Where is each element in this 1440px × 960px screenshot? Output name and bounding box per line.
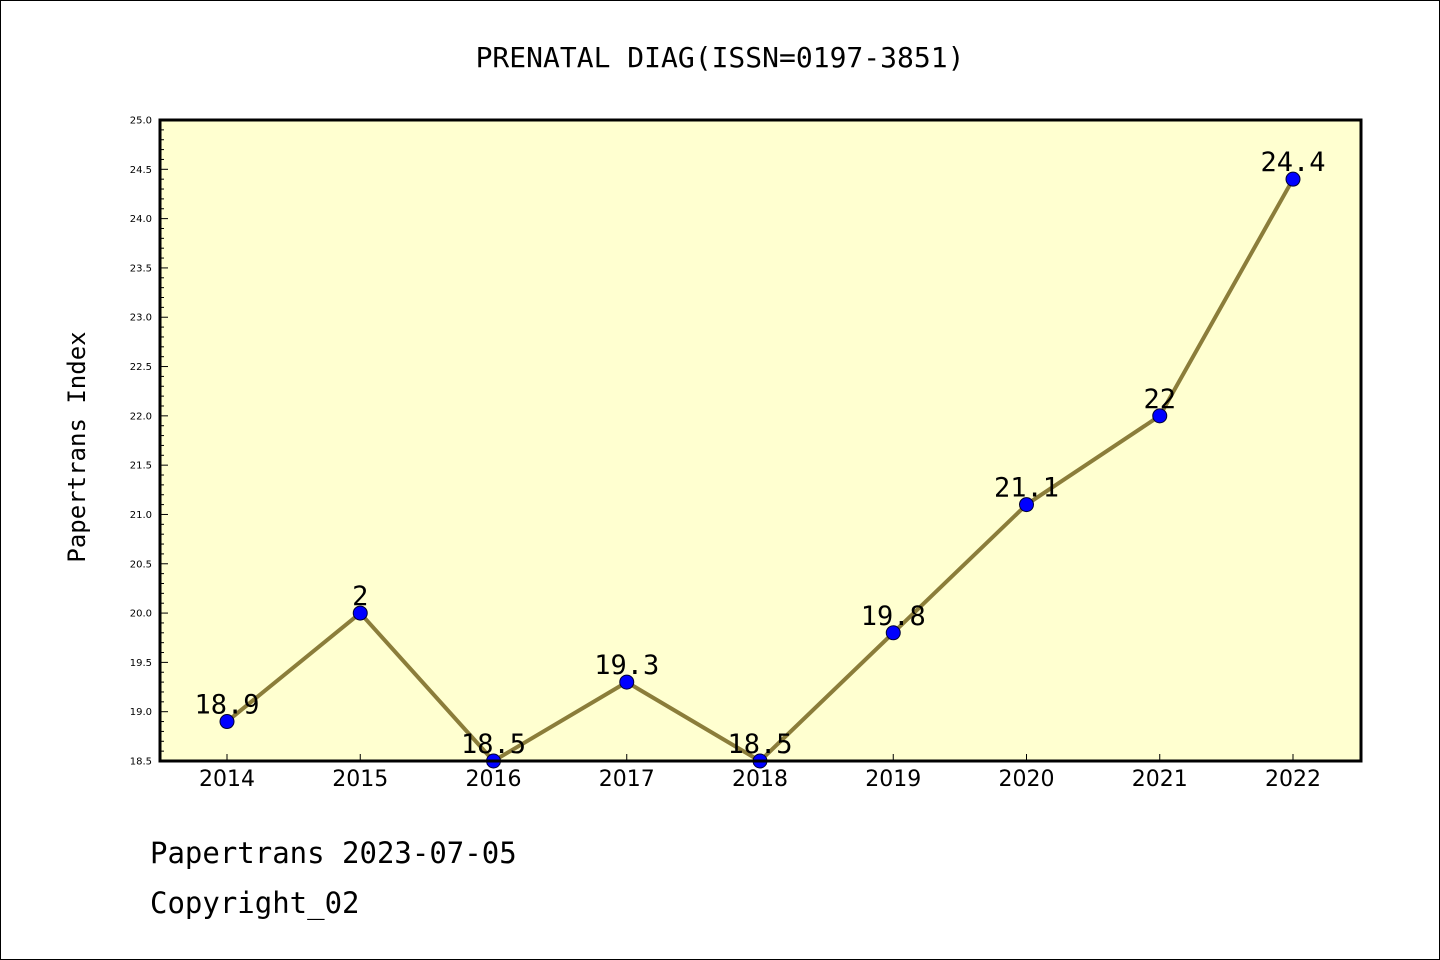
y-tick-label: 18.5: [130, 757, 152, 768]
y-tick-label: 20.0: [130, 609, 152, 620]
footer-copyright-text: Copyright_02: [150, 886, 360, 920]
y-tick-label: 21.0: [130, 510, 152, 521]
y-tick-label: 19.5: [130, 658, 152, 669]
data-point: [1152, 408, 1168, 424]
footer-date-text: Papertrans 2023-07-05: [150, 836, 517, 870]
data-labels: 18.9 2 18.5 19.3 18.5 19.8 21.1 22 24.4: [194, 147, 1325, 760]
y-tick-label: 21.5: [130, 461, 152, 472]
y-tick-label: 19.0: [130, 707, 152, 718]
plot-border: [158, 118, 1363, 763]
x-tick-label: 2019: [865, 767, 921, 792]
y-tick-label: 20.5: [130, 559, 152, 570]
data-point: [1285, 171, 1301, 187]
data-label: 18.5: [461, 729, 526, 760]
data-label: 19.3: [594, 650, 659, 681]
data-label: 24.4: [1260, 147, 1325, 178]
data-point: [219, 714, 235, 730]
y-tick-label: 24.5: [130, 165, 152, 176]
plot-area: [160, 120, 1361, 761]
x-axis-ticks: 2014 2015 2016 2017 2018 2019 2020 2021 2022: [199, 754, 1321, 792]
data-label: 18.5: [727, 729, 792, 760]
y-tick-label: 23.0: [130, 313, 152, 324]
data-point: [619, 674, 635, 690]
x-tick-label: 2018: [732, 767, 788, 792]
data-point: [885, 625, 901, 641]
data-label: 19.8: [861, 601, 926, 632]
y-tick-label: 22.0: [130, 411, 152, 422]
x-tick-label: 2021: [1132, 767, 1188, 792]
x-tick-label: 2016: [466, 767, 522, 792]
y-tick-label: 22.5: [130, 362, 152, 373]
y-tick-label: 24.0: [130, 214, 152, 225]
y-axis-label: Papertrans Index: [63, 331, 91, 562]
x-tick-label: 2014: [199, 767, 255, 792]
y-tick-label: 25.0: [130, 116, 152, 127]
data-point: [1019, 497, 1034, 513]
x-tick-label: 2020: [999, 767, 1055, 792]
data-label: 22: [1143, 384, 1176, 415]
data-label: 2: [352, 581, 368, 612]
data-point: [352, 605, 368, 621]
chart-title: PRENATAL DIAG(ISSN=0197-3851): [476, 41, 965, 74]
x-tick-label: 2022: [1265, 767, 1321, 792]
x-tick-label: 2015: [332, 767, 388, 792]
data-label: 18.9: [194, 690, 259, 721]
x-tick-label: 2017: [599, 767, 655, 792]
data-label: 21.1: [994, 473, 1059, 504]
y-tick-label: 23.5: [130, 263, 152, 274]
